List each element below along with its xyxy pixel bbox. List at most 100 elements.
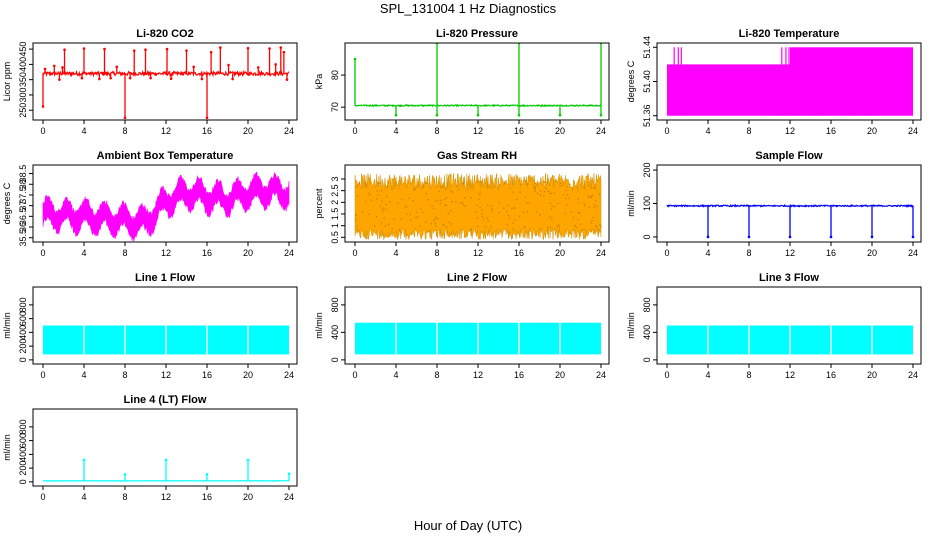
panel-8-ytick-label-1: 0	[330, 357, 340, 362]
panel-5-point-55	[433, 219, 435, 222]
panel-1-ytick-label-1: 250	[18, 103, 28, 118]
panel-6-series	[666, 203, 915, 239]
panel-3-ytick-label-3: 51.44	[642, 36, 652, 59]
panel-5-point-152	[385, 203, 388, 206]
panel-10-spike-point-1	[82, 458, 86, 462]
panel-5-point-212	[445, 188, 447, 191]
panel-5-point-82	[519, 191, 521, 193]
panel-1-spike-point-2	[43, 67, 47, 71]
panel-5-ytick-label-4: 2	[330, 200, 340, 205]
panel-1-spike-point-1	[41, 105, 45, 108]
panel-9-xtick-label-1: 0	[664, 370, 669, 380]
panel-5-point-120	[435, 216, 437, 219]
panel-5-point-139	[564, 212, 566, 215]
panel-5-point-26	[596, 225, 598, 228]
panel-5-point-2	[539, 194, 542, 196]
panel-5-xtick-label-2: 4	[393, 248, 398, 258]
panel-5-point-255	[444, 198, 446, 200]
panel-5-point-131	[490, 205, 493, 207]
panel-5-point-182	[384, 225, 387, 227]
panel-1-spike-point-17	[149, 76, 152, 80]
panel-3-xtick-label-3: 8	[746, 126, 751, 136]
panel-7-ylabel: ml/min	[2, 312, 12, 339]
panel-5-point-229	[543, 181, 546, 184]
panel-5-point-170	[562, 194, 565, 196]
panel-5-point-186	[386, 185, 389, 187]
panel-5-point-39	[587, 185, 590, 187]
panel-5-point-126	[479, 193, 481, 196]
panel-4-xtick-label-1: 0	[40, 248, 45, 258]
panel-5-point-70	[382, 207, 385, 209]
panel-5-point-106	[484, 225, 487, 228]
panel-1-xtick-label-5: 16	[202, 126, 212, 136]
panel-10-spike-point-2	[123, 473, 127, 476]
panel-5-point-103	[440, 199, 442, 202]
panel-5-point-198	[419, 225, 421, 227]
panel-6-ylabel: ml/min	[626, 190, 636, 217]
panel-1-spike-point-24	[209, 50, 213, 54]
panel-1-spike-point-10	[103, 47, 106, 51]
panel-5-point-36	[446, 196, 448, 199]
panel-5-point-218	[575, 226, 578, 229]
panel-5-point-157	[556, 226, 558, 228]
panel-5-point-129	[549, 202, 551, 204]
page-title: SPL_131004 1 Hz Diagnostics	[379, 1, 557, 16]
panel-5-point-142	[450, 223, 453, 225]
panel-5-point-11	[355, 218, 357, 221]
panel-6-xtick-label-2: 4	[705, 248, 710, 258]
panel-1-line	[42, 69, 290, 78]
panel-5-point-85	[466, 188, 469, 191]
panel-5-point-68	[361, 210, 364, 213]
panel-1-spike-point-4	[58, 78, 61, 81]
panel-5-point-244	[579, 223, 582, 225]
panel-5-point-133	[543, 194, 545, 197]
panel-2-spike-point-7	[517, 113, 521, 117]
panel-5-point-217	[417, 185, 420, 188]
panel-5-point-135	[439, 202, 442, 205]
panel-5-series	[354, 173, 602, 241]
panel-7-xtick-label-4: 12	[161, 370, 171, 380]
panel-5-point-132	[414, 189, 416, 191]
panel-9-ytick-label-2: 400	[642, 325, 652, 340]
panel-10-xtick-label-3: 8	[122, 492, 127, 502]
panel-5-point-71	[558, 225, 561, 228]
panel-10-title: Line 4 (LT) Flow	[124, 394, 207, 406]
panel-9-xtick-label-7: 24	[908, 370, 918, 380]
panel-7-xtick-label-3: 8	[122, 370, 127, 380]
panel-5-point-37	[600, 225, 602, 228]
panel-5-point-89	[448, 221, 451, 223]
panel-6-spike-point-5	[870, 235, 874, 239]
panel-4-xtick-label-6: 20	[243, 248, 253, 258]
panel-5-xtick-label-5: 16	[514, 248, 524, 258]
panel-5-point-79	[357, 194, 359, 197]
panel-5-point-215	[564, 197, 567, 200]
panel-1-spike-point-27	[231, 77, 234, 81]
panel-5-point-28	[406, 213, 408, 216]
panel-5-point-97	[524, 196, 527, 198]
panel-2-spike-point-4	[435, 113, 439, 117]
panel-8-title: Line 2 Flow	[447, 272, 507, 284]
panel-1-ytick-label-5: 450	[18, 42, 28, 57]
panel-5-point-191	[547, 190, 550, 193]
panel-5-point-128	[593, 203, 595, 206]
panel-7-xtick-label-7: 24	[284, 370, 294, 380]
panel-2-spike-point-8	[558, 113, 562, 117]
panel-5-point-199	[520, 183, 522, 185]
panel-5-point-189	[424, 182, 427, 184]
panel-5-point-206	[461, 201, 464, 204]
panel-1-spike-point-19	[169, 77, 173, 81]
panel-5-point-196	[415, 211, 418, 214]
panel-5-point-107	[550, 208, 553, 211]
panel-5-band	[354, 173, 602, 241]
panel-5-point-65	[434, 218, 437, 220]
panel-5-point-53	[486, 186, 488, 188]
panel-5-point-162	[426, 182, 429, 185]
panel-10-ytick-label-5: 800	[18, 419, 28, 434]
panel-5-point-22	[590, 187, 592, 189]
panel-9-frame	[656, 286, 922, 365]
panel-5-point-62	[427, 199, 429, 201]
panel-4-ytick-label-5: 37.5	[18, 186, 28, 204]
panel-3-ytick-label-1: 51.36	[642, 104, 652, 127]
panel-2-xtick-label-7: 24	[596, 126, 606, 136]
